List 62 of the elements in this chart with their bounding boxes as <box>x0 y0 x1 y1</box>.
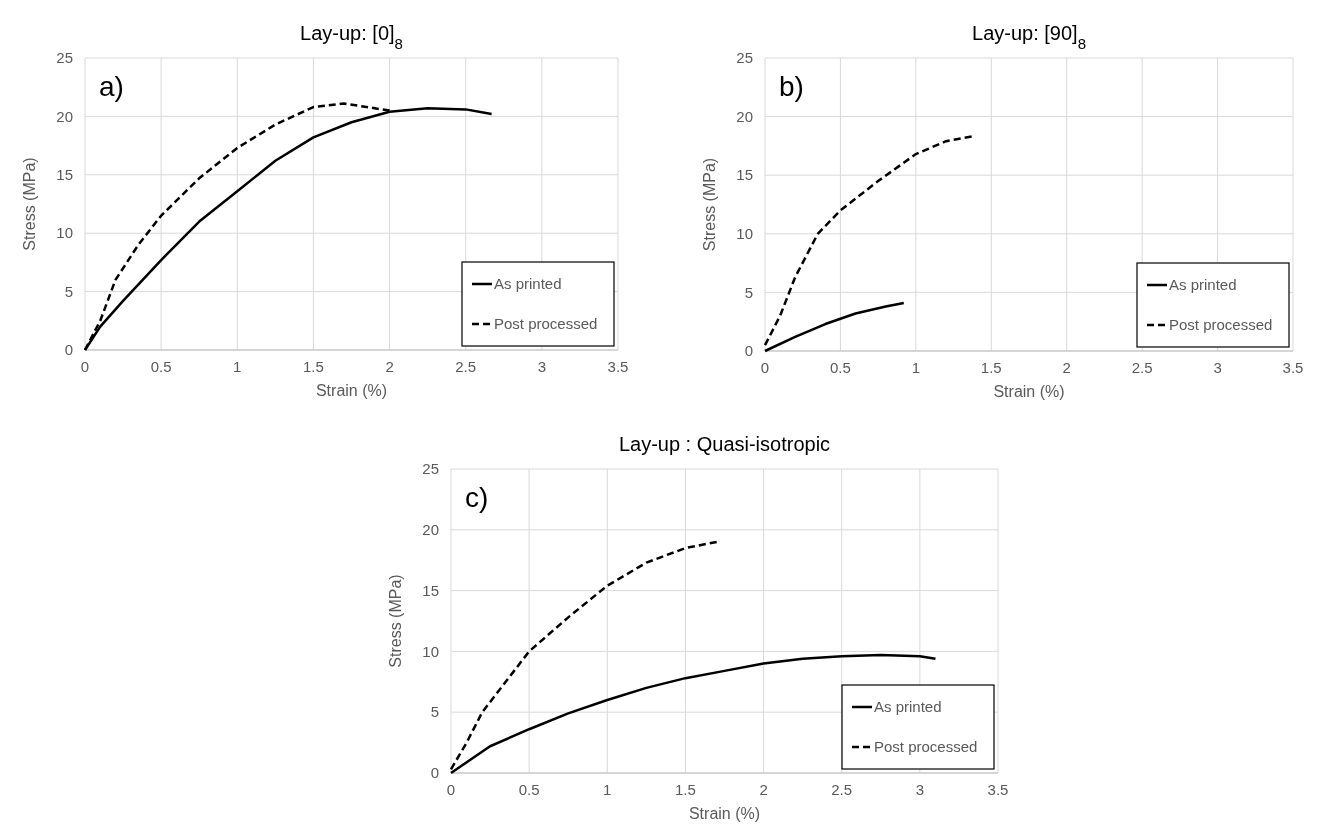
x-tick-label: 2 <box>385 358 394 375</box>
x-tick-label: 1.5 <box>980 359 1002 376</box>
y-tick-label: 5 <box>64 282 73 300</box>
x-tick-label: 1 <box>603 781 612 798</box>
y-tick-label: 25 <box>422 460 439 478</box>
annotation: b) <box>779 71 804 102</box>
chart-title: Lay-up: [0]$_{8}$ <box>300 22 403 52</box>
legend-label: As printed <box>1169 276 1237 294</box>
chart-title: Lay-up : Quasi-isotropic <box>618 433 831 455</box>
legend-label: Post processed <box>874 738 978 756</box>
y-tick-label: 20 <box>422 521 439 539</box>
y-tick-label: 10 <box>56 224 73 242</box>
annotation: a) <box>99 71 124 102</box>
y-tick-label: 0 <box>64 341 73 359</box>
y-tick-label: 20 <box>56 107 73 125</box>
x-tick-label: 2.5 <box>455 358 477 375</box>
y-tick-label: 5 <box>744 283 753 301</box>
x-tick-label: 0.5 <box>830 359 851 376</box>
y-tick-label: 15 <box>422 581 439 599</box>
annotation: c) <box>465 482 489 513</box>
x-tick-label: 1 <box>233 358 242 375</box>
y-axis-title: Stress (MPa) <box>387 574 404 668</box>
x-axis-title: Strain (%) <box>993 383 1065 400</box>
y-tick-label: 5 <box>430 703 439 721</box>
x-tick-label: 1 <box>911 359 921 376</box>
y-tick-label: 25 <box>736 49 753 67</box>
x-tick-label: 0.5 <box>518 781 540 798</box>
x-axis-title: Strain (%) <box>315 382 388 399</box>
x-tick-label: 0 <box>80 358 90 375</box>
legend-label: Post processed <box>494 315 598 333</box>
y-tick-label: 0 <box>744 342 753 360</box>
x-tick-label: 2 <box>759 781 768 798</box>
x-tick-label: 3 <box>915 781 925 798</box>
line-series <box>763 135 973 347</box>
x-axis-title: Strain (%) <box>688 805 761 822</box>
x-tick-label: 1.5 <box>303 358 324 375</box>
x-tick-label: 0 <box>760 359 770 376</box>
x-tick-label: 0.5 <box>150 358 172 375</box>
x-tick-label: 1.5 <box>675 781 696 798</box>
legend-label: Post processed <box>1169 316 1273 334</box>
y-tick-label: 10 <box>422 642 439 660</box>
y-tick-label: 25 <box>56 49 73 67</box>
x-tick-label: 3.5 <box>1282 359 1304 376</box>
line-series <box>763 301 906 353</box>
x-tick-label: 2 <box>1062 359 1071 376</box>
x-tick-label: 3 <box>537 358 547 375</box>
y-tick-label: 10 <box>736 225 753 243</box>
x-tick-label: 3.5 <box>607 358 629 375</box>
x-tick-label: 2.5 <box>1131 359 1153 376</box>
y-tick-label: 0 <box>430 764 439 782</box>
chart-title: Lay-up: [90]$_{8}$ <box>972 22 1086 52</box>
y-tick-label: 15 <box>736 166 753 184</box>
y-tick-label: 20 <box>736 107 753 125</box>
x-tick-label: 2.5 <box>831 781 853 798</box>
y-axis-title: Stress (MPa) <box>701 157 718 252</box>
x-tick-label: 3.5 <box>987 781 1009 798</box>
y-axis-title: Stress (MPa) <box>21 157 38 251</box>
legend-label: As printed <box>874 698 942 716</box>
legend-label: As printed <box>494 275 562 293</box>
y-tick-label: 15 <box>56 166 73 184</box>
x-tick-label: 0 <box>446 781 456 798</box>
x-tick-label: 3 <box>1213 359 1222 376</box>
